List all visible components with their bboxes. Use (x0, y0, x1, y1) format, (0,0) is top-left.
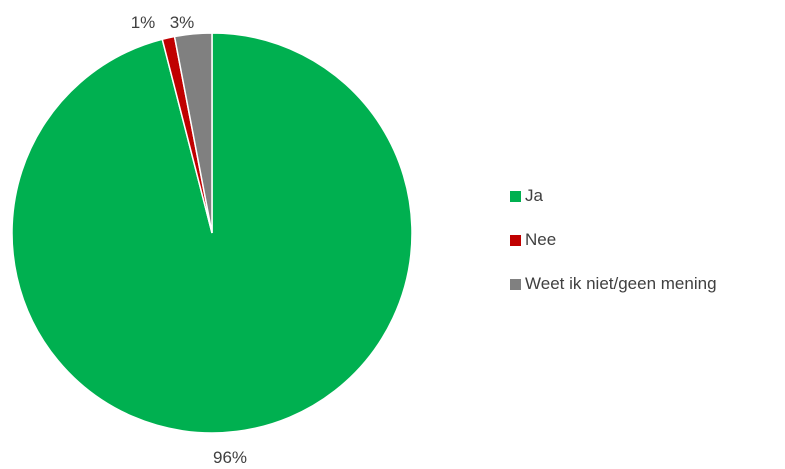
legend-item-ja: Ja (510, 186, 780, 206)
legend-label-ja: Ja (525, 186, 543, 205)
legend-label-weet-ik-niet: Weet ik niet/geen mening (525, 274, 717, 293)
slice-weet-ik-niet (173, 32, 213, 234)
legend-item-weet-ik-niet: Weet ik niet/geen mening (510, 274, 780, 294)
legend-swatch-weet-ik-niet (510, 278, 521, 290)
legend-swatch-nee (510, 234, 521, 246)
legend-swatch-ja (510, 190, 521, 202)
data-label-ja: 96% (213, 448, 247, 467)
legend-label-nee: Nee (525, 230, 557, 249)
data-label-nee: 1% (131, 13, 156, 32)
pie-slices (11, 32, 413, 434)
pie-data-labels: 96% 1% 3% (131, 13, 247, 467)
chart-legend: Ja Nee Weet ik niet/geen mening (510, 186, 780, 318)
legend-item-nee: Nee (510, 230, 780, 250)
data-label-weet-ik-niet: 3% (170, 13, 195, 32)
